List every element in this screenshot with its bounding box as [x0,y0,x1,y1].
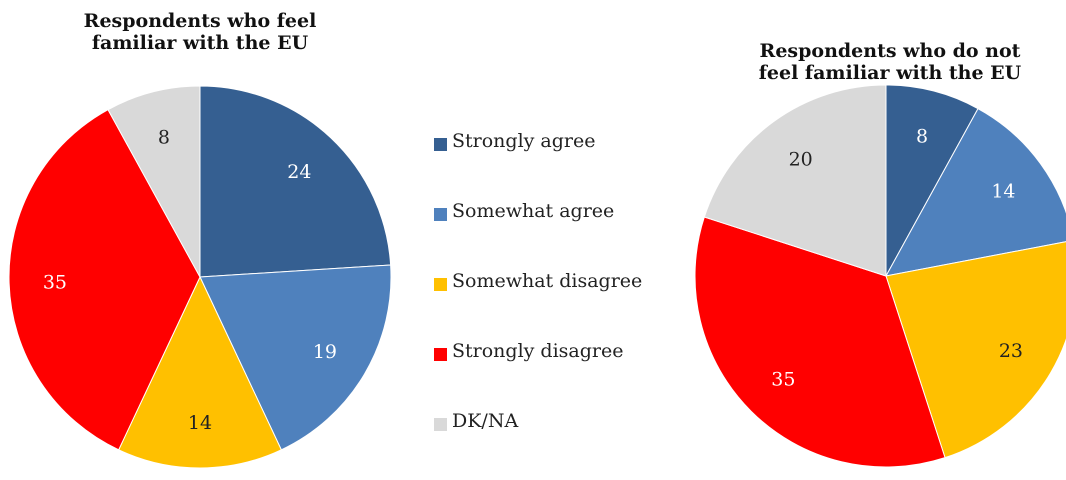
legend-label: DK/NA [452,410,519,432]
data-label-somewhat-agree: 14 [991,181,1015,203]
legend-swatch [434,138,447,151]
data-label-somewhat-disagree: 14 [188,412,212,434]
legend-swatch [434,418,447,431]
pie-slice-strongly-agree [885,84,979,277]
pie-slice-somewhat-disagree [885,241,1066,459]
legend-swatch [434,348,447,361]
chart-title-line: Respondents who do not [759,40,1021,62]
data-label-somewhat-agree: 19 [313,341,337,363]
legend-swatch [434,278,447,291]
data-label-somewhat-disagree: 23 [999,340,1023,362]
data-label-dk-na: 8 [158,126,170,148]
pie-slice-strongly-agree [199,85,392,278]
chart-title-line: familiar with the EU [91,32,309,54]
data-label-strongly-agree: 8 [916,125,928,147]
legend-label: Somewhat agree [452,200,615,222]
data-label-strongly-disagree: 35 [771,369,795,391]
chart-title-familiar: Respondents who feel familiar with the E… [60,10,340,54]
pie-chart-familiar: 24 19 14 35 8 [8,85,392,469]
pie-slice-somewhat-agree [199,264,392,451]
legend-label: Somewhat disagree [452,270,643,292]
legend-label: Strongly agree [452,130,596,152]
pie-slice-dk-na [107,85,201,278]
chart-title-line: Respondents who feel [83,10,317,32]
legend-label: Strongly disagree [452,340,624,362]
chart-title-not-familiar: Respondents who do not feel familiar wit… [740,40,1040,84]
data-label-dk-na: 20 [789,149,813,171]
chart-title-line: feel familiar with the EU [758,62,1022,84]
pie-slice-strongly-disagree [8,108,201,451]
pie-slice-somewhat-agree [885,107,1066,277]
data-label-strongly-agree: 24 [287,161,311,183]
legend-swatch [434,208,447,221]
pie-slice-dk-na [703,84,887,277]
data-label-strongly-disagree: 35 [43,272,67,294]
pie-chart-not-familiar: 8 14 23 35 20 [694,84,1066,468]
